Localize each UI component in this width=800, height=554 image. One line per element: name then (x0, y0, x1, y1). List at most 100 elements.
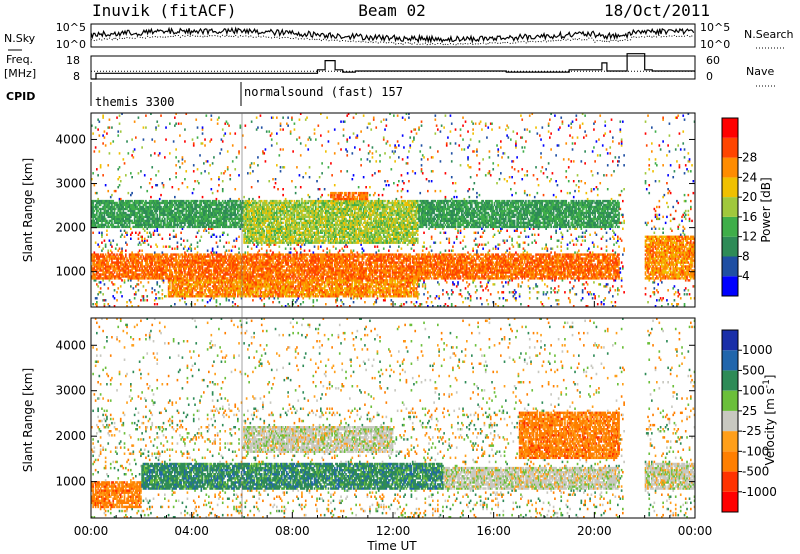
range-cell (224, 132, 227, 135)
range-cell (132, 271, 135, 274)
range-cell (172, 289, 175, 292)
range-cell (166, 273, 169, 276)
range-cell (142, 211, 145, 215)
range-cell (162, 263, 165, 266)
range-cell (151, 287, 154, 290)
range-cell (191, 203, 194, 207)
range-cell (94, 241, 97, 244)
range-cell (186, 221, 189, 225)
range-cell (169, 219, 171, 223)
range-cell (162, 215, 165, 219)
range-cell (119, 180, 122, 183)
range-cell (157, 291, 160, 294)
range-cell (171, 205, 174, 209)
range-cell (91, 207, 93, 211)
range-cell (186, 215, 189, 219)
range-cell (127, 273, 130, 276)
range-cell (126, 140, 128, 143)
range-cell (111, 126, 113, 129)
range-cell (132, 261, 135, 264)
range-cell (118, 257, 121, 260)
range-cell (195, 219, 198, 223)
range-cell (181, 279, 184, 282)
range-cell (179, 281, 181, 284)
range-cell (176, 275, 179, 278)
range-cell (194, 265, 196, 268)
range-cell (142, 203, 145, 207)
range-cell (161, 253, 164, 256)
range-cell (130, 301, 132, 304)
range-cell (147, 257, 150, 260)
range-cell (138, 249, 141, 252)
range-cell (96, 267, 98, 270)
range-cell (201, 199, 204, 203)
range-cell (133, 199, 136, 203)
range-cell (244, 146, 247, 149)
range-cell (174, 271, 176, 274)
range-cell (191, 269, 194, 272)
range-cell (123, 219, 126, 223)
range-cell (99, 201, 102, 205)
range-cell (179, 215, 181, 219)
range-cell (180, 199, 182, 203)
range-cell (190, 223, 193, 227)
range-cell (126, 275, 128, 278)
range-cell (201, 205, 204, 209)
range-cell (268, 180, 271, 183)
range-cell (94, 213, 97, 217)
range-cell (201, 217, 204, 221)
range-cell (156, 275, 159, 278)
range-cell (162, 184, 165, 187)
range-cell (116, 261, 118, 264)
range-cell (205, 203, 208, 207)
range-cell (186, 255, 189, 258)
range-cell (180, 279, 182, 282)
range-cell (91, 178, 93, 181)
range-cell (94, 215, 97, 219)
range-cell (190, 205, 193, 209)
range-cell (126, 305, 128, 307)
range-cell (162, 269, 165, 272)
range-cell (201, 263, 204, 266)
range-cell (150, 207, 152, 211)
range-cell (258, 195, 261, 199)
range-cell (114, 277, 117, 280)
range-cell (221, 180, 224, 183)
range-cell (128, 205, 131, 209)
range-cell (204, 144, 206, 147)
range-cell (146, 267, 149, 270)
range-cell (194, 263, 196, 266)
range-cell (118, 275, 121, 278)
range-cell (97, 253, 99, 256)
range-cell (155, 217, 157, 221)
range-cell (191, 219, 194, 223)
range-cell (130, 265, 132, 268)
range-cell (101, 201, 103, 205)
range-cell (185, 267, 188, 270)
range-cell (137, 259, 140, 262)
range-cell (147, 207, 150, 211)
range-cell (96, 219, 98, 223)
range-cell (171, 281, 174, 284)
range-cell (92, 223, 94, 227)
range-cell (199, 265, 201, 268)
range-cell (204, 259, 206, 262)
range-cell (97, 275, 99, 278)
range-cell (135, 293, 137, 296)
range-cell (169, 205, 171, 209)
range-cell (175, 289, 177, 292)
range-cell (223, 231, 225, 234)
range-cell (153, 303, 156, 306)
range-cell (109, 275, 112, 278)
range-cell (91, 267, 93, 270)
range-cell (186, 205, 189, 209)
range-cell (146, 269, 149, 272)
range-cell (167, 245, 170, 248)
range-cell (198, 221, 200, 225)
range-cell (104, 253, 107, 256)
range-cell (181, 265, 184, 268)
range-cell (252, 170, 254, 173)
range-cell (96, 191, 98, 195)
range-cell (189, 211, 191, 215)
range-cell (185, 259, 188, 262)
